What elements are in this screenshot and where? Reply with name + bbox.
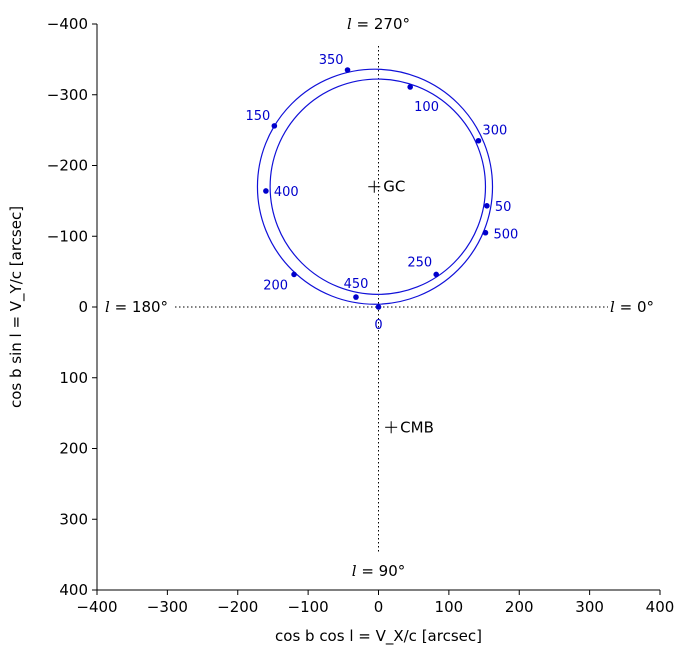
x-tick-label-4: 0 <box>374 598 384 616</box>
annotation-left: l = 180° <box>105 298 168 316</box>
annotation-bottom: l = 90° <box>352 562 406 580</box>
data-point-label-100: 100 <box>414 100 439 115</box>
data-point-50 <box>484 203 490 209</box>
data-point-label-450: 450 <box>344 277 369 292</box>
data-point-0 <box>375 304 382 310</box>
data-point-350 <box>344 67 351 73</box>
y-tick-label-4: 0 <box>78 298 88 316</box>
x-tick-label-1: −300 <box>147 598 188 616</box>
data-point-label-250: 250 <box>407 255 432 270</box>
cmb-label: CMB <box>400 418 434 436</box>
x-axis-label: cos b cos l = V_X/c [arcsec] <box>275 627 482 646</box>
gc-label: GC <box>383 178 405 196</box>
data-point-500 <box>482 229 489 236</box>
data-point-label-150: 150 <box>246 109 271 124</box>
y-tick-label-8: 400 <box>59 581 88 599</box>
x-tick-label-3: −100 <box>288 598 329 616</box>
y-tick-label-7: 300 <box>59 510 88 528</box>
markers: GC CMB <box>368 178 434 436</box>
data-point-label-350: 350 <box>319 53 344 68</box>
data-point-250 <box>433 271 440 278</box>
y-tick-label-3: −100 <box>47 227 88 245</box>
data-point-label-500: 500 <box>493 228 518 243</box>
loop-curve-2 <box>256 68 494 305</box>
direction-annotations: l = 270° l = 90° l = 180° l = 0° <box>105 15 654 580</box>
x-tick-label-2: −200 <box>217 598 258 616</box>
loop-curve-1 <box>269 78 487 295</box>
data-point-label-300: 300 <box>482 124 507 139</box>
y-tick-label-6: 200 <box>59 440 88 458</box>
curves <box>256 68 494 305</box>
x-tick-label-6: 200 <box>505 598 534 616</box>
y-tick-label-1: −300 <box>47 86 88 104</box>
y-tick-label-5: 100 <box>59 369 88 387</box>
x-tick-label-8: 400 <box>646 598 675 616</box>
data-point-label-0: 0 <box>374 318 382 333</box>
x-tick-label-0: −400 <box>76 598 117 616</box>
data-point-400 <box>263 188 269 194</box>
axes: −400 −400 −300 −300 −200 −200 −100 −100 0 0 100 100… <box>47 15 675 616</box>
data-point-300 <box>475 137 482 144</box>
y-tick-label-0: −400 <box>47 15 88 33</box>
data-point-450 <box>353 294 359 300</box>
annotation-top: l = 270° <box>347 15 410 33</box>
y-axis-label: cos b sin l = V_Y/c [arcsec] <box>7 206 26 408</box>
data-point-150 <box>271 123 278 129</box>
data-point-200 <box>291 271 297 278</box>
guide-lines <box>175 46 608 552</box>
data-point-label-400: 400 <box>274 185 299 200</box>
annotation-right: l = 0° <box>610 298 654 316</box>
x-tick-label-7: 300 <box>575 598 604 616</box>
data-point-label-50: 50 <box>495 200 512 215</box>
data-points: 0 50 100 150 200 250 300 350 400 450 500 <box>246 53 519 333</box>
y-tick-label-2: −200 <box>47 157 88 175</box>
x-tick-label-5: 100 <box>435 598 464 616</box>
data-point-label-200: 200 <box>263 278 288 293</box>
data-point-100 <box>407 84 413 90</box>
